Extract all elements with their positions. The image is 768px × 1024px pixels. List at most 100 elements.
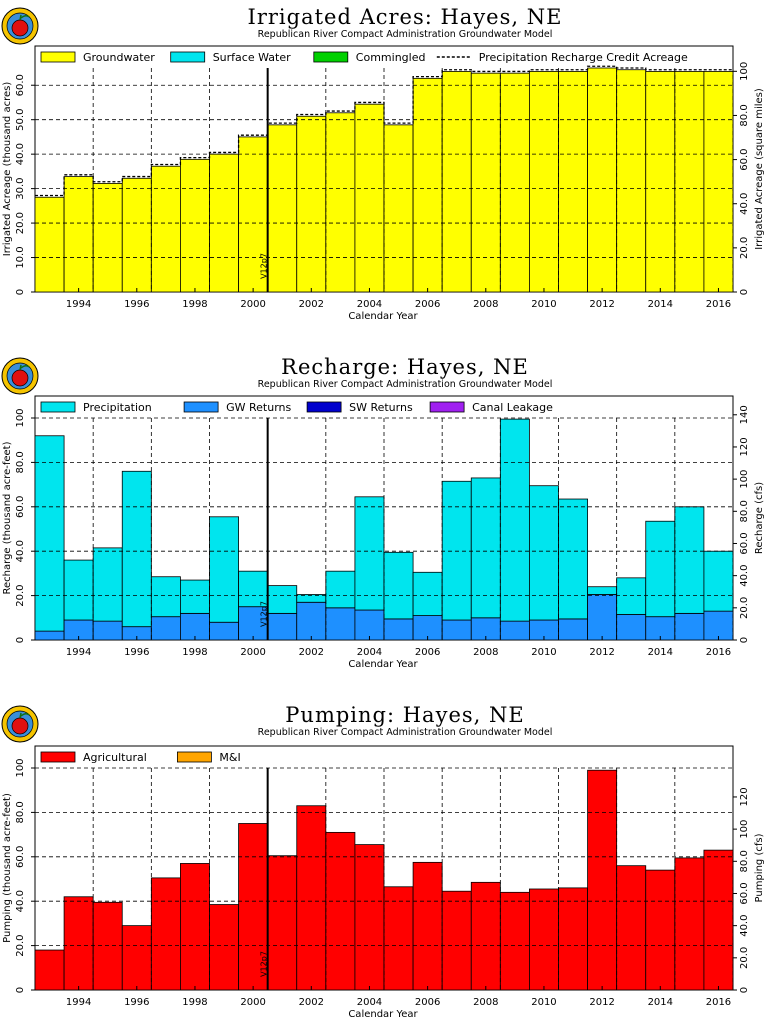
bar-groundwater-15 [470, 72, 501, 293]
y-axis-label: Pumping (thousand acre-feet) [2, 793, 13, 943]
bar-groundwater-22 [674, 71, 705, 293]
bar-precipitation-20 [616, 577, 647, 615]
y2-tick-label: 0 [739, 637, 750, 643]
y2-tick-label: 100 [739, 820, 750, 839]
y2-tick-label: 120 [739, 437, 750, 456]
chart-subtitle: Republican River Compact Administration … [258, 29, 553, 40]
bar-agricultural-16 [499, 891, 530, 991]
y-tick-label: 20.0 [15, 212, 26, 234]
apple-seal-icon [1, 7, 39, 45]
x-tick-label: 2004 [357, 997, 382, 1008]
x-axis-label: Calendar Year [348, 1009, 418, 1020]
bar-gw-returns-7 [238, 606, 269, 641]
y2-tick-label: 100 [739, 470, 750, 489]
legend-label: Commingled [356, 51, 426, 64]
y-tick-label: 80.0 [15, 451, 26, 473]
y-axis-label: Recharge (thousand acre-feet) [2, 441, 13, 594]
y2-tick-label: 40.0 [739, 193, 750, 215]
bar-precipitation-10 [325, 570, 356, 609]
bar-gw-returns-18 [558, 618, 588, 641]
bar-gw-returns-2 [92, 620, 123, 641]
bar-groundwater-11 [354, 103, 385, 293]
bar-agricultural-20 [616, 865, 647, 991]
bar-agricultural-4 [150, 877, 181, 991]
legend-label: Groundwater [83, 51, 155, 64]
y2-tick-label: 60.0 [739, 882, 750, 904]
bar-precipitation-6 [209, 516, 239, 623]
apple-seal-icon [1, 357, 39, 395]
y2-tick-label: 0 [739, 289, 750, 295]
x-tick-label: 1994 [66, 299, 91, 310]
x-tick-label: 2014 [648, 997, 673, 1008]
bar-agricultural-22 [674, 857, 705, 991]
y2-axis-label: Pumping (cfs) [754, 833, 765, 902]
chart-subtitle: Republican River Compact Administration … [258, 727, 553, 738]
legend: Groundwater Surface Water Commingled Precip… [40, 51, 688, 64]
version-marker-label: V12p7 [260, 601, 269, 627]
version-marker-label: V12p7 [260, 951, 269, 977]
logo-apple [11, 369, 29, 387]
legend-label: Canal Leakage [472, 401, 553, 414]
y2-tick-label: 140 [739, 405, 750, 424]
bar-agricultural-1 [63, 896, 94, 991]
bar-gw-returns-10 [325, 607, 356, 641]
x-tick-label: 2012 [589, 299, 614, 310]
logo-leaf [19, 364, 30, 371]
x-tick-label: 2006 [415, 299, 440, 310]
x-tick-label: 1996 [124, 647, 149, 658]
bar-precipitation-16 [499, 418, 530, 622]
x-tick-label: 2000 [240, 647, 265, 658]
bars [34, 67, 734, 293]
x-tick-label: 2014 [648, 299, 673, 310]
bar-agricultural-15 [470, 881, 501, 991]
legend-label: SW Returns [349, 401, 413, 414]
bars [34, 418, 734, 641]
bar-agricultural-0 [34, 949, 65, 991]
legend-swatch-groundwater [40, 51, 76, 63]
x-tick-label: 2002 [299, 299, 324, 310]
y2-tick-label: 20.0 [739, 597, 750, 619]
bar-groundwater-19 [587, 67, 618, 293]
bar-groundwater-2 [92, 183, 123, 293]
bar-agricultural-18 [558, 887, 588, 991]
bar-agricultural-13 [412, 861, 443, 991]
bar-agricultural-2 [92, 901, 123, 991]
bar-precipitation-15 [470, 477, 501, 619]
y2-tick-label: 20.0 [739, 947, 750, 969]
x-tick-label: 2014 [648, 647, 673, 658]
bar-precipitation-21 [645, 520, 676, 618]
bars [34, 769, 734, 991]
bar-groundwater-13 [412, 77, 443, 293]
x-tick-label: 1998 [182, 299, 207, 310]
y2-tick-label: 100 [739, 62, 750, 81]
y-tick-label: 100 [15, 758, 26, 777]
chart-title: Irrigated Acres: Hayes, NE [248, 5, 563, 29]
bar-precipitation-12 [383, 551, 414, 620]
y2-tick-label: 40.0 [739, 915, 750, 937]
bar-precipitation-18 [558, 498, 588, 620]
y2-axis-label: Irrigated Acreage (square miles) [754, 88, 765, 250]
bar-gw-returns-4 [150, 616, 181, 641]
y-tick-label: 40.0 [15, 890, 26, 912]
bar-agricultural-8 [267, 855, 298, 991]
bar-groundwater-18 [558, 71, 588, 293]
bar-groundwater-21 [645, 71, 676, 293]
y-tick-label: 40.0 [15, 143, 26, 165]
x-tick-label: 2012 [589, 997, 614, 1008]
y2-tick-label: 120 [739, 787, 750, 806]
legend-label: Precipitation [83, 401, 152, 414]
bar-agricultural-17 [529, 888, 559, 991]
y-tick-label: 0 [15, 637, 26, 643]
x-tick-label: 1998 [182, 647, 207, 658]
x-tick-label: 2012 [589, 647, 614, 658]
bar-agricultural-5 [180, 863, 210, 991]
bar-gw-returns-9 [296, 601, 327, 641]
legend-swatch-surface-water [170, 51, 206, 63]
y-tick-label: 20.0 [15, 934, 26, 956]
x-tick-label: 2016 [706, 997, 731, 1008]
y-tick-label: 40.0 [15, 540, 26, 562]
bar-precipitation-14 [441, 480, 472, 621]
bar-groundwater-16 [499, 72, 530, 293]
